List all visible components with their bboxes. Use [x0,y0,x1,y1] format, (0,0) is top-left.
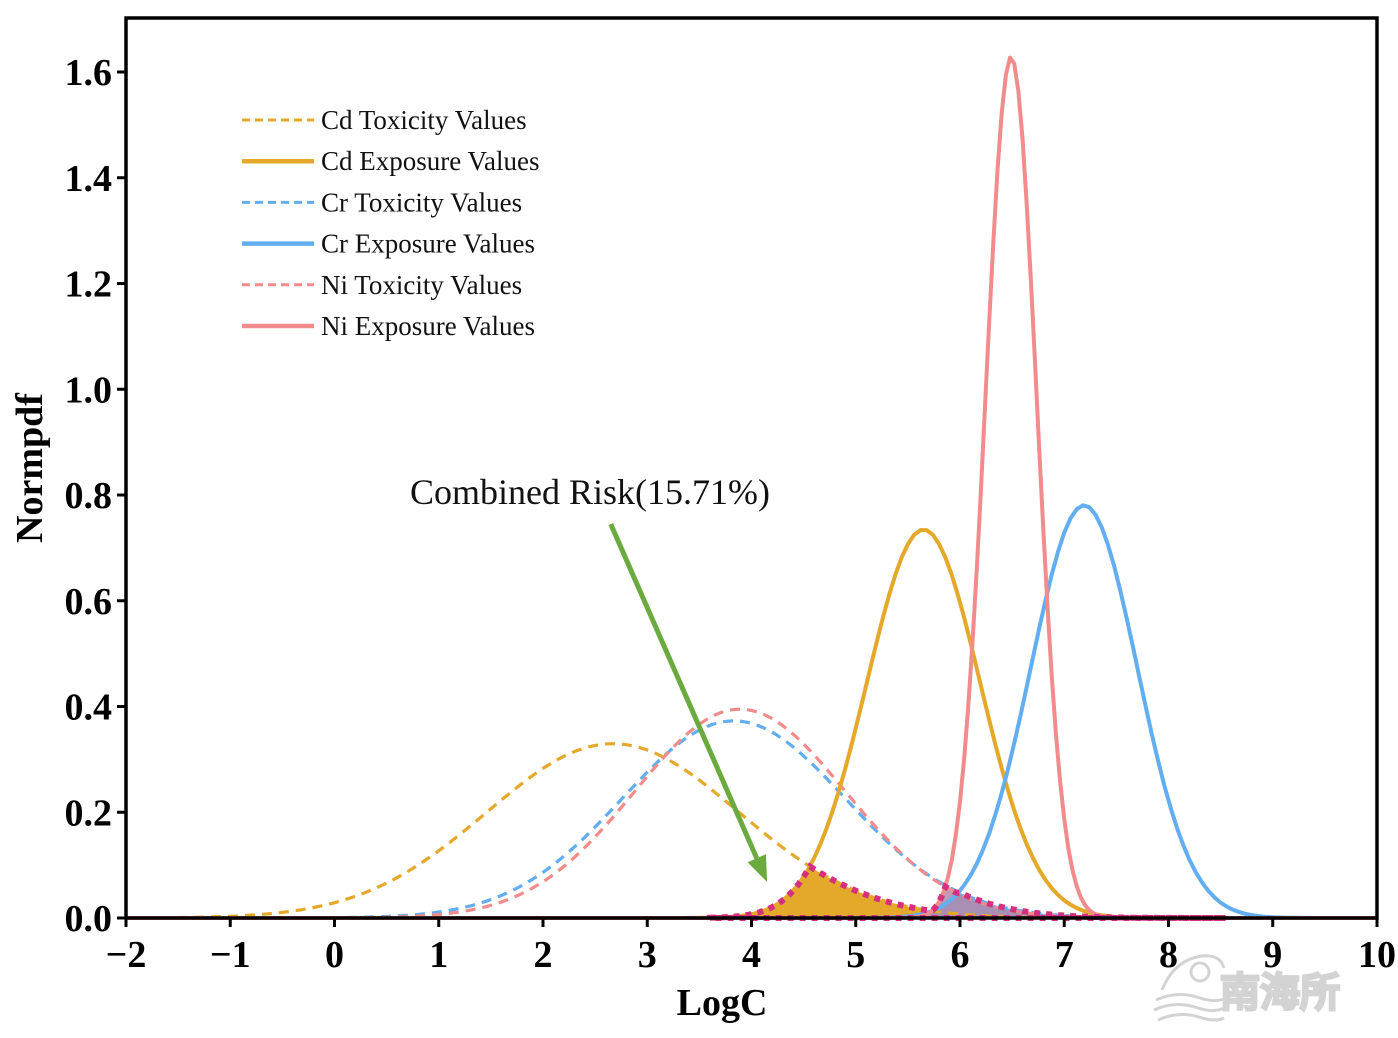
y-tick-label: 1.6 [65,52,113,94]
overlap-fills [709,866,1226,918]
y-tick-label: 1.0 [65,369,113,411]
legend-item: Ni Toxicity Values [242,270,522,300]
wave-emblem-icon [1153,954,1231,1022]
y-tick-label: 1.2 [65,264,113,306]
legend-label: Cd Toxicity Values [321,105,527,135]
series-line-cr-toxicity-values [126,719,1377,920]
legend-item: Cd Exposure Values [242,146,539,176]
y-tick-label: 0.2 [65,792,113,834]
x-tick-label: −2 [106,934,147,976]
legend-label: Cr Exposure Values [321,229,535,259]
annotation-arrow-line [608,523,760,860]
legend-item: Cr Exposure Values [242,229,535,259]
x-tick-label: 8 [1159,934,1178,976]
y-tick-label: 1.4 [65,158,113,200]
legend-label: Ni Exposure Values [321,311,535,341]
legend-label: Ni Toxicity Values [321,270,522,300]
x-tick-label: 5 [846,934,865,976]
legend-item: Ni Exposure Values [242,311,535,341]
legend-item: Cd Toxicity Values [242,105,527,135]
cd-overlap-fill [709,866,1226,918]
annotation-text: Combined Risk(15.71%) [410,472,770,512]
x-tick-label: 4 [742,934,761,976]
x-tick-label: 7 [1055,934,1074,976]
series-line-ni-toxicity-values [126,707,1377,920]
y-axis: 0.0 0.2 0.4 0.6 0.8 1.0 1.2 1.4 1.6 [65,52,126,940]
watermark-text: 南海所 [1220,970,1340,1016]
series-line-cd-toxicity-values [126,742,1377,920]
y-tick-label: 0.4 [65,687,113,729]
legend-item: Cr Toxicity Values [242,187,522,217]
x-tick-label: −1 [210,934,251,976]
x-tick-label: 6 [951,934,970,976]
x-tick-label: 10 [1358,934,1396,976]
legend-label: Cd Exposure Values [321,146,539,176]
plot-frame [124,16,1379,920]
y-tick-label: 0.0 [65,898,113,940]
legend: Cd Toxicity Values Cd Exposure Values Cr T… [242,105,539,341]
legend-label: Cr Toxicity Values [321,187,522,217]
y-axis-title: Normpdf [9,392,51,543]
x-axis: −2 −1 0 1 2 3 4 5 6 7 8 9 10 [106,918,1396,976]
combined-risk-annotation: Combined Risk(15.71%) [410,472,770,883]
x-tick-label: 0 [325,934,344,976]
watermark-logo: 南海所 [1153,954,1341,1022]
x-axis-title: LogC [677,982,768,1024]
x-tick-label: 3 [638,934,657,976]
ni-overlap-fill [709,886,1226,918]
x-tick-label: 1 [429,934,448,976]
x-tick-label: 9 [1263,934,1282,976]
y-tick-label: 0.8 [65,475,113,517]
annotation-arrow-head [747,854,768,883]
x-tick-label: 2 [534,934,553,976]
y-tick-label: 0.6 [65,581,113,623]
